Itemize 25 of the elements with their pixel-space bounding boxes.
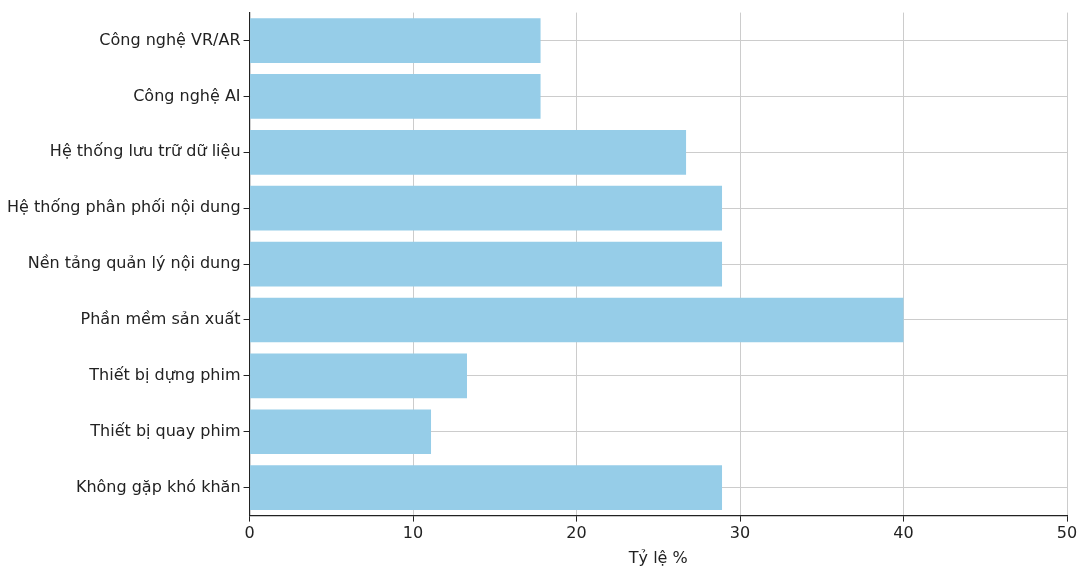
y-tick-label: Phần mềm sản xuất <box>80 309 241 329</box>
y-tick-label: Không gặp khó khăn <box>75 476 241 496</box>
y-tick-label: Hệ thống phân phối nội dung <box>7 197 241 217</box>
bar <box>250 74 541 119</box>
y-tick-label: Công nghệ VR/AR <box>99 29 241 49</box>
x-tick-label: 20 <box>566 523 587 543</box>
bar <box>250 185 723 231</box>
bar <box>250 465 723 511</box>
y-tick-label: Công nghệ AI <box>133 85 241 105</box>
bar <box>250 241 723 287</box>
x-tick-label: 10 <box>402 523 424 543</box>
y-tick-label: Nền tảng quản lý nội dung <box>27 253 241 273</box>
bar <box>250 18 541 63</box>
bar <box>250 409 432 455</box>
bar <box>250 129 687 175</box>
x-tick-label: 0 <box>244 523 255 543</box>
y-tick-label: Thiết bị dựng phim <box>88 365 241 385</box>
y-tick-label: Hệ thống lưu trữ dữ liệu <box>49 141 241 161</box>
x-axis-title: Tỷ lệ % <box>627 547 688 567</box>
x-tick-label: 30 <box>729 523 751 543</box>
x-tick-label: 50 <box>1056 523 1078 543</box>
bar <box>250 353 467 399</box>
bar <box>250 297 904 343</box>
x-tick-label: 40 <box>893 523 914 543</box>
y-tick-label: Thiết bị quay phim <box>89 420 241 440</box>
